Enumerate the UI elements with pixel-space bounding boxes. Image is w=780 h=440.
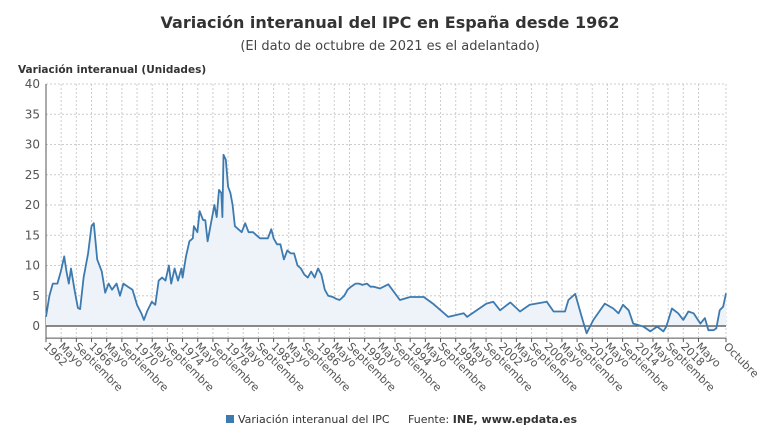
gridlines (45, 83, 727, 343)
y-tick-label: 40 (25, 77, 40, 91)
y-tick-labels: 0 5 10 15 20 25 30 35 40 (25, 77, 40, 333)
y-tick-label: 5 (32, 289, 40, 303)
legend-label: Variación interanual del IPC (238, 413, 390, 426)
y-tick-label: 30 (25, 138, 40, 152)
x-tick-labels: 1962MayoSeptiembre1966MayoSeptiembre1970… (41, 340, 761, 394)
source-value: INE, www.epdata.es (453, 413, 578, 426)
y-tick-label: 0 (32, 319, 40, 333)
y-tick-label: 10 (25, 259, 40, 273)
y-tick-label: 35 (25, 107, 40, 121)
y-tick-label: 15 (25, 228, 40, 242)
legend[interactable]: Variación interanual del IPC (226, 413, 390, 426)
chart-title: Variación interanual del IPC en España d… (161, 13, 620, 32)
y-axis-label: Variación interanual (Unidades) (18, 64, 206, 76)
source-label: Fuente: (408, 413, 449, 426)
y-tick-label: 20 (25, 198, 40, 212)
series-layer (45, 153, 727, 335)
y-tick-label: 25 (25, 168, 40, 182)
source-text: Fuente: INE, www.epdata.es (408, 413, 577, 426)
series-line (45, 153, 727, 335)
x-tick-label: Octubre (721, 340, 761, 380)
series-area (46, 154, 726, 334)
chart-subtitle: (El dato de octubre de 2021 es el adelan… (240, 39, 539, 54)
legend-swatch (226, 415, 234, 423)
